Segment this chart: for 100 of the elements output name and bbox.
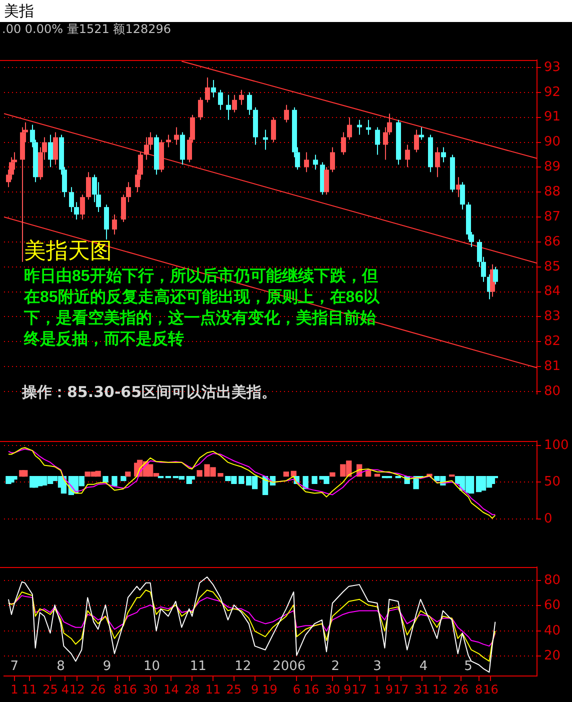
x-tick-label: 14 <box>164 682 179 696</box>
x-tick-label: 4 <box>61 682 70 696</box>
x-tick-label: 9 <box>385 682 394 696</box>
candlestick <box>232 94 237 113</box>
x-tick-label: 17 <box>393 682 409 696</box>
y-tick-label: 92 <box>544 84 561 100</box>
candlestick <box>121 194 126 223</box>
x-tick-label: 11 <box>205 682 221 696</box>
x-tick-label: 16 <box>304 682 320 696</box>
candlestick <box>198 96 203 120</box>
candlestick <box>247 92 252 116</box>
candlestick <box>126 182 131 203</box>
y-tick-label: 87 <box>544 209 561 224</box>
x-tick-label: 9 <box>251 682 259 696</box>
candlestick <box>211 79 216 98</box>
x-tick-label: 11 <box>22 682 38 696</box>
bar <box>112 476 118 486</box>
candlestick <box>414 129 419 153</box>
candlestick <box>284 104 289 123</box>
x-tick-label: 1 <box>10 682 18 696</box>
x-tick-label: 26 <box>453 682 468 696</box>
annotation: 美指天图 <box>24 238 112 266</box>
candlestick <box>357 119 362 136</box>
y-tick-label: 83 <box>544 309 561 324</box>
y-tick-label: 84 <box>544 284 561 300</box>
y-tick-label: 80 <box>544 384 561 399</box>
x2-tick-label: 2 <box>331 658 340 674</box>
y-tick-label: 88 <box>544 184 561 200</box>
x-tick-label: 12 <box>432 682 448 696</box>
x-tick-label: 1 <box>373 682 382 696</box>
bar <box>22 470 28 477</box>
candlestick <box>53 132 58 166</box>
bar <box>330 472 336 477</box>
x-tick-label: 8 <box>474 682 483 696</box>
annotation: 操作：85.30-65区间可以沽出美指。 <box>22 383 277 402</box>
y-tick-label: 0 <box>544 511 552 526</box>
candlestick <box>347 116 352 140</box>
bar <box>165 476 172 478</box>
chart-subtitle: .00 0.00% 量1521 额128296 <box>2 22 171 36</box>
candlestick <box>226 94 231 120</box>
y-tick-label: 81 <box>544 358 561 374</box>
bar <box>95 470 101 477</box>
x2-tick-label: 3 <box>373 658 382 674</box>
x-tick-label: 31 <box>414 682 430 696</box>
y-tick-label: 91 <box>544 110 561 125</box>
y-tick-label: 100 <box>544 438 569 453</box>
x-tick-label: 26 <box>90 682 106 696</box>
x2-tick-label: 12 <box>234 658 252 674</box>
y-tick-label: 60 <box>544 598 561 614</box>
x-tick-label: 6 <box>292 682 300 696</box>
x-tick-label: 16 <box>122 682 138 696</box>
candlestick <box>330 146 335 173</box>
candlestick <box>460 182 465 210</box>
x-tick-label: 16 <box>483 682 498 696</box>
x-tick-label: 30 <box>142 682 158 696</box>
candlestick <box>366 119 371 136</box>
x-tick-label: 19 <box>262 682 278 696</box>
x-tick-label: 17 <box>352 682 367 696</box>
candlestick <box>493 266 498 285</box>
y-tick-label: 82 <box>544 334 561 350</box>
candlestick <box>271 116 276 143</box>
candlestick <box>405 144 410 168</box>
candlestick <box>304 152 309 173</box>
candlestick <box>419 126 424 140</box>
candlestick <box>375 126 380 156</box>
y-tick-label: 86 <box>544 234 561 250</box>
x-tick-label: 30 <box>324 682 340 696</box>
y-tick-label: 40 <box>544 623 561 638</box>
x2-tick-label: 4 <box>419 658 428 674</box>
bar <box>102 476 108 483</box>
y-tick-label: 85 <box>544 259 561 274</box>
candlestick <box>313 154 318 170</box>
bar <box>386 476 392 478</box>
candlestick <box>205 76 210 103</box>
x2-tick-label: 5 <box>464 658 472 674</box>
y-tick-label: 20 <box>544 648 561 664</box>
candlestick <box>441 146 446 163</box>
chart-title: 美指 <box>0 0 572 22</box>
candlestick <box>144 136 149 160</box>
y-tick-label: 93 <box>544 60 561 75</box>
candlestick <box>104 204 109 240</box>
candlestick <box>166 134 171 148</box>
candlestick <box>74 202 79 220</box>
x-tick-label: 9 <box>344 682 352 696</box>
y-tick-label: 89 <box>544 160 561 175</box>
x-tick-label: 12 <box>70 682 85 696</box>
y-tick-label: 80 <box>544 572 561 588</box>
bar <box>468 476 474 494</box>
x2-tick-label: 8 <box>56 658 65 674</box>
candlestick <box>239 89 244 106</box>
y-tick-label: 90 <box>544 134 561 150</box>
candlestick <box>435 146 440 178</box>
candlestick <box>86 172 91 200</box>
x2-tick-label: 7 <box>10 658 19 674</box>
x-tick-label: 28 <box>184 682 200 696</box>
x-tick-label: 8 <box>114 682 122 696</box>
bar <box>365 470 372 477</box>
bar <box>120 476 126 482</box>
bar <box>283 472 290 477</box>
candlestick <box>69 186 74 213</box>
